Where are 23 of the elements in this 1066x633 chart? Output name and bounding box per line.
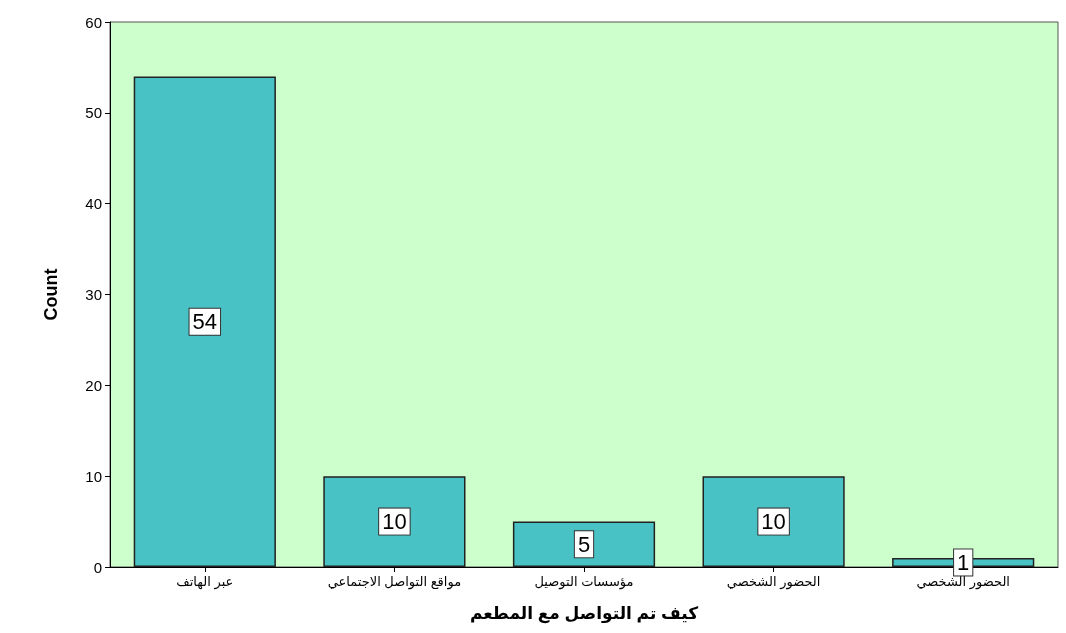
x-axis-title: كيف تم التواصل مع المطعم <box>469 604 699 624</box>
data-label: 10 <box>761 509 786 535</box>
y-tick-label: 60 <box>85 13 102 31</box>
x-tick-label: الحضور الشخصي <box>726 574 821 590</box>
bar <box>512 521 656 567</box>
data-label: 1 <box>957 549 970 575</box>
data-label: 10 <box>382 509 407 535</box>
data-label: 5 <box>577 531 591 557</box>
y-tick-label: 0 <box>93 558 102 576</box>
bar <box>323 476 466 567</box>
data-label: 54 <box>192 309 218 335</box>
y-tick-label: 10 <box>85 467 102 485</box>
y-tick-label: 20 <box>85 376 102 394</box>
y-tick-label: 50 <box>85 104 102 122</box>
y-tick-label: 30 <box>85 286 102 303</box>
x-tick-label: مؤسسات التوصيل <box>534 574 634 590</box>
bar <box>702 476 845 567</box>
x-tick-label: مواقع التواصل الاجتماعي <box>327 574 462 590</box>
x-tick-label: عبر الهاتف <box>176 574 234 590</box>
y-tick-label: 40 <box>85 195 102 213</box>
y-axis-title: Count <box>41 268 61 321</box>
bar <box>133 76 276 567</box>
x-tick-label: الحضور الشخصي <box>916 574 1010 590</box>
